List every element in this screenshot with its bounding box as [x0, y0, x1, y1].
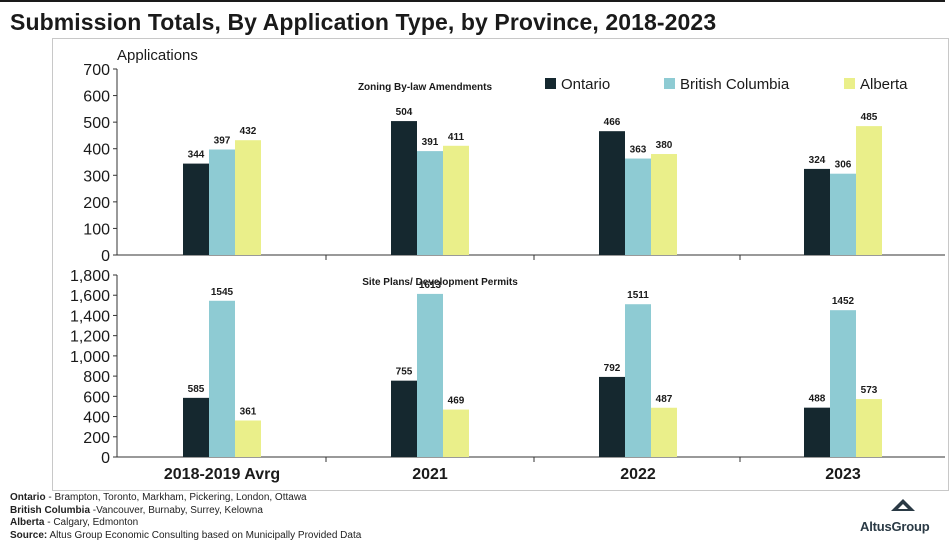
legend-swatch-british-columbia	[664, 78, 675, 89]
note-source: Source: Altus Group Economic Consulting …	[10, 529, 362, 541]
data-label: 1613	[419, 280, 442, 291]
data-label: 411	[448, 132, 465, 143]
bar-ontario-2021	[391, 121, 417, 255]
data-label: 487	[656, 394, 673, 405]
bar-alberta-2023	[856, 126, 882, 255]
data-label: 755	[396, 367, 413, 378]
data-label: 391	[422, 137, 439, 148]
bar-british-columbia-2023	[830, 310, 856, 457]
data-label: 792	[604, 363, 621, 374]
bar-british-columbia-2023	[830, 173, 856, 255]
chart-title: Submission Totals, By Application Type, …	[10, 9, 717, 35]
legend-swatch-alberta	[844, 78, 855, 89]
y-tick-label: 1,200	[70, 329, 110, 346]
bar-ontario-2023	[804, 407, 830, 457]
logo-text: AltusGroup	[860, 519, 930, 534]
bar-alberta-2018-2019-avrg	[235, 420, 261, 457]
data-label: 1511	[627, 290, 649, 301]
legend-swatch-ontario	[545, 78, 556, 89]
data-label: 585	[188, 384, 205, 395]
data-label: 485	[861, 112, 878, 123]
y-tick-label: 200	[83, 195, 110, 212]
x-category-label: 2018-2019 Avrg	[164, 466, 280, 483]
y-tick-label: 0	[101, 248, 110, 265]
x-category-label: 2022	[620, 466, 656, 483]
y-tick-label: 300	[83, 168, 110, 185]
y-tick-label: 600	[83, 389, 110, 406]
y-tick-label: 200	[83, 430, 110, 447]
y-tick-label: 1,000	[70, 349, 110, 366]
bar-british-columbia-2021	[417, 293, 443, 457]
bar-ontario-2021	[391, 380, 417, 457]
y-tick-label: 1,400	[70, 308, 110, 325]
note-british-columbia: British Columbia -Vancouver, Burnaby, Su…	[10, 504, 263, 516]
note-alberta: Alberta - Calgary, Edmonton	[10, 517, 139, 528]
data-label: 469	[448, 396, 465, 407]
bar-ontario-2018-2019-avrg	[183, 397, 209, 457]
bar-british-columbia-2022	[625, 304, 651, 457]
y-tick-label: 100	[83, 221, 110, 238]
bar-british-columbia-2021	[417, 151, 443, 255]
data-label: 488	[809, 394, 826, 405]
bar-alberta-2018-2019-avrg	[235, 140, 261, 255]
legend-label-ontario: Ontario	[561, 76, 610, 93]
legend-label-british-columbia: British Columbia	[680, 76, 790, 93]
data-label: 363	[630, 145, 647, 156]
y-tick-label: 700	[83, 62, 110, 79]
panel-title-zoning-by-law-amendments: Zoning By-law Amendments	[358, 82, 493, 93]
bar-alberta-2022	[651, 154, 677, 255]
bar-british-columbia-2018-2019-avrg	[209, 149, 235, 255]
data-label: 324	[809, 155, 826, 166]
data-label: 1545	[211, 287, 234, 298]
chart-svg: 0 100 200 300 400 500 600 700 Zoning By-law Amen…	[70, 47, 945, 483]
footnotes: Ontario - Brampton, Toronto, Markham, Pi…	[10, 492, 361, 542]
data-label: 1452	[832, 296, 855, 307]
data-label: 432	[240, 126, 257, 137]
bar-ontario-2023	[804, 168, 830, 255]
bar-alberta-2021	[443, 409, 469, 457]
y-tick-label: 500	[83, 115, 110, 132]
bar-alberta-2021	[443, 145, 469, 255]
data-label: 361	[240, 406, 257, 417]
data-label: 573	[861, 385, 878, 396]
note-ontario: Ontario - Brampton, Toronto, Markham, Pi…	[10, 492, 307, 503]
bar-alberta-2022	[651, 407, 677, 457]
y-tick-label: 800	[83, 369, 110, 386]
y-tick-label: 400	[83, 410, 110, 427]
y-tick-label: 0	[101, 450, 110, 467]
y-axis-title: Applications	[117, 47, 198, 64]
panel-title-site-plans-development-permits: Site Plans/ Development Permits	[362, 277, 518, 288]
data-label: 397	[214, 136, 231, 147]
bar-ontario-2018-2019-avrg	[183, 163, 209, 255]
altus-group-logo: AltusGroup	[860, 499, 945, 539]
y-tick-label: 1,800	[70, 268, 110, 285]
altus-triangle-icon	[891, 499, 915, 511]
data-label: 344	[188, 150, 205, 161]
bar-ontario-2022	[599, 376, 625, 457]
x-category-label: 2021	[412, 466, 448, 483]
data-label: 504	[396, 107, 413, 118]
data-label: 380	[656, 140, 673, 151]
legend-label-alberta: Alberta	[860, 76, 908, 93]
y-tick-label: 400	[83, 142, 110, 159]
bar-british-columbia-2022	[625, 158, 651, 255]
top-rule	[0, 0, 945, 2]
y-tick-label: 1,600	[70, 288, 110, 305]
data-label: 306	[835, 160, 852, 171]
data-label: 466	[604, 117, 621, 128]
bar-alberta-2023	[856, 399, 882, 457]
x-category-label: 2023	[825, 466, 861, 483]
bar-british-columbia-2018-2019-avrg	[209, 300, 235, 457]
bar-ontario-2022	[599, 131, 625, 255]
y-tick-label: 600	[83, 89, 110, 106]
